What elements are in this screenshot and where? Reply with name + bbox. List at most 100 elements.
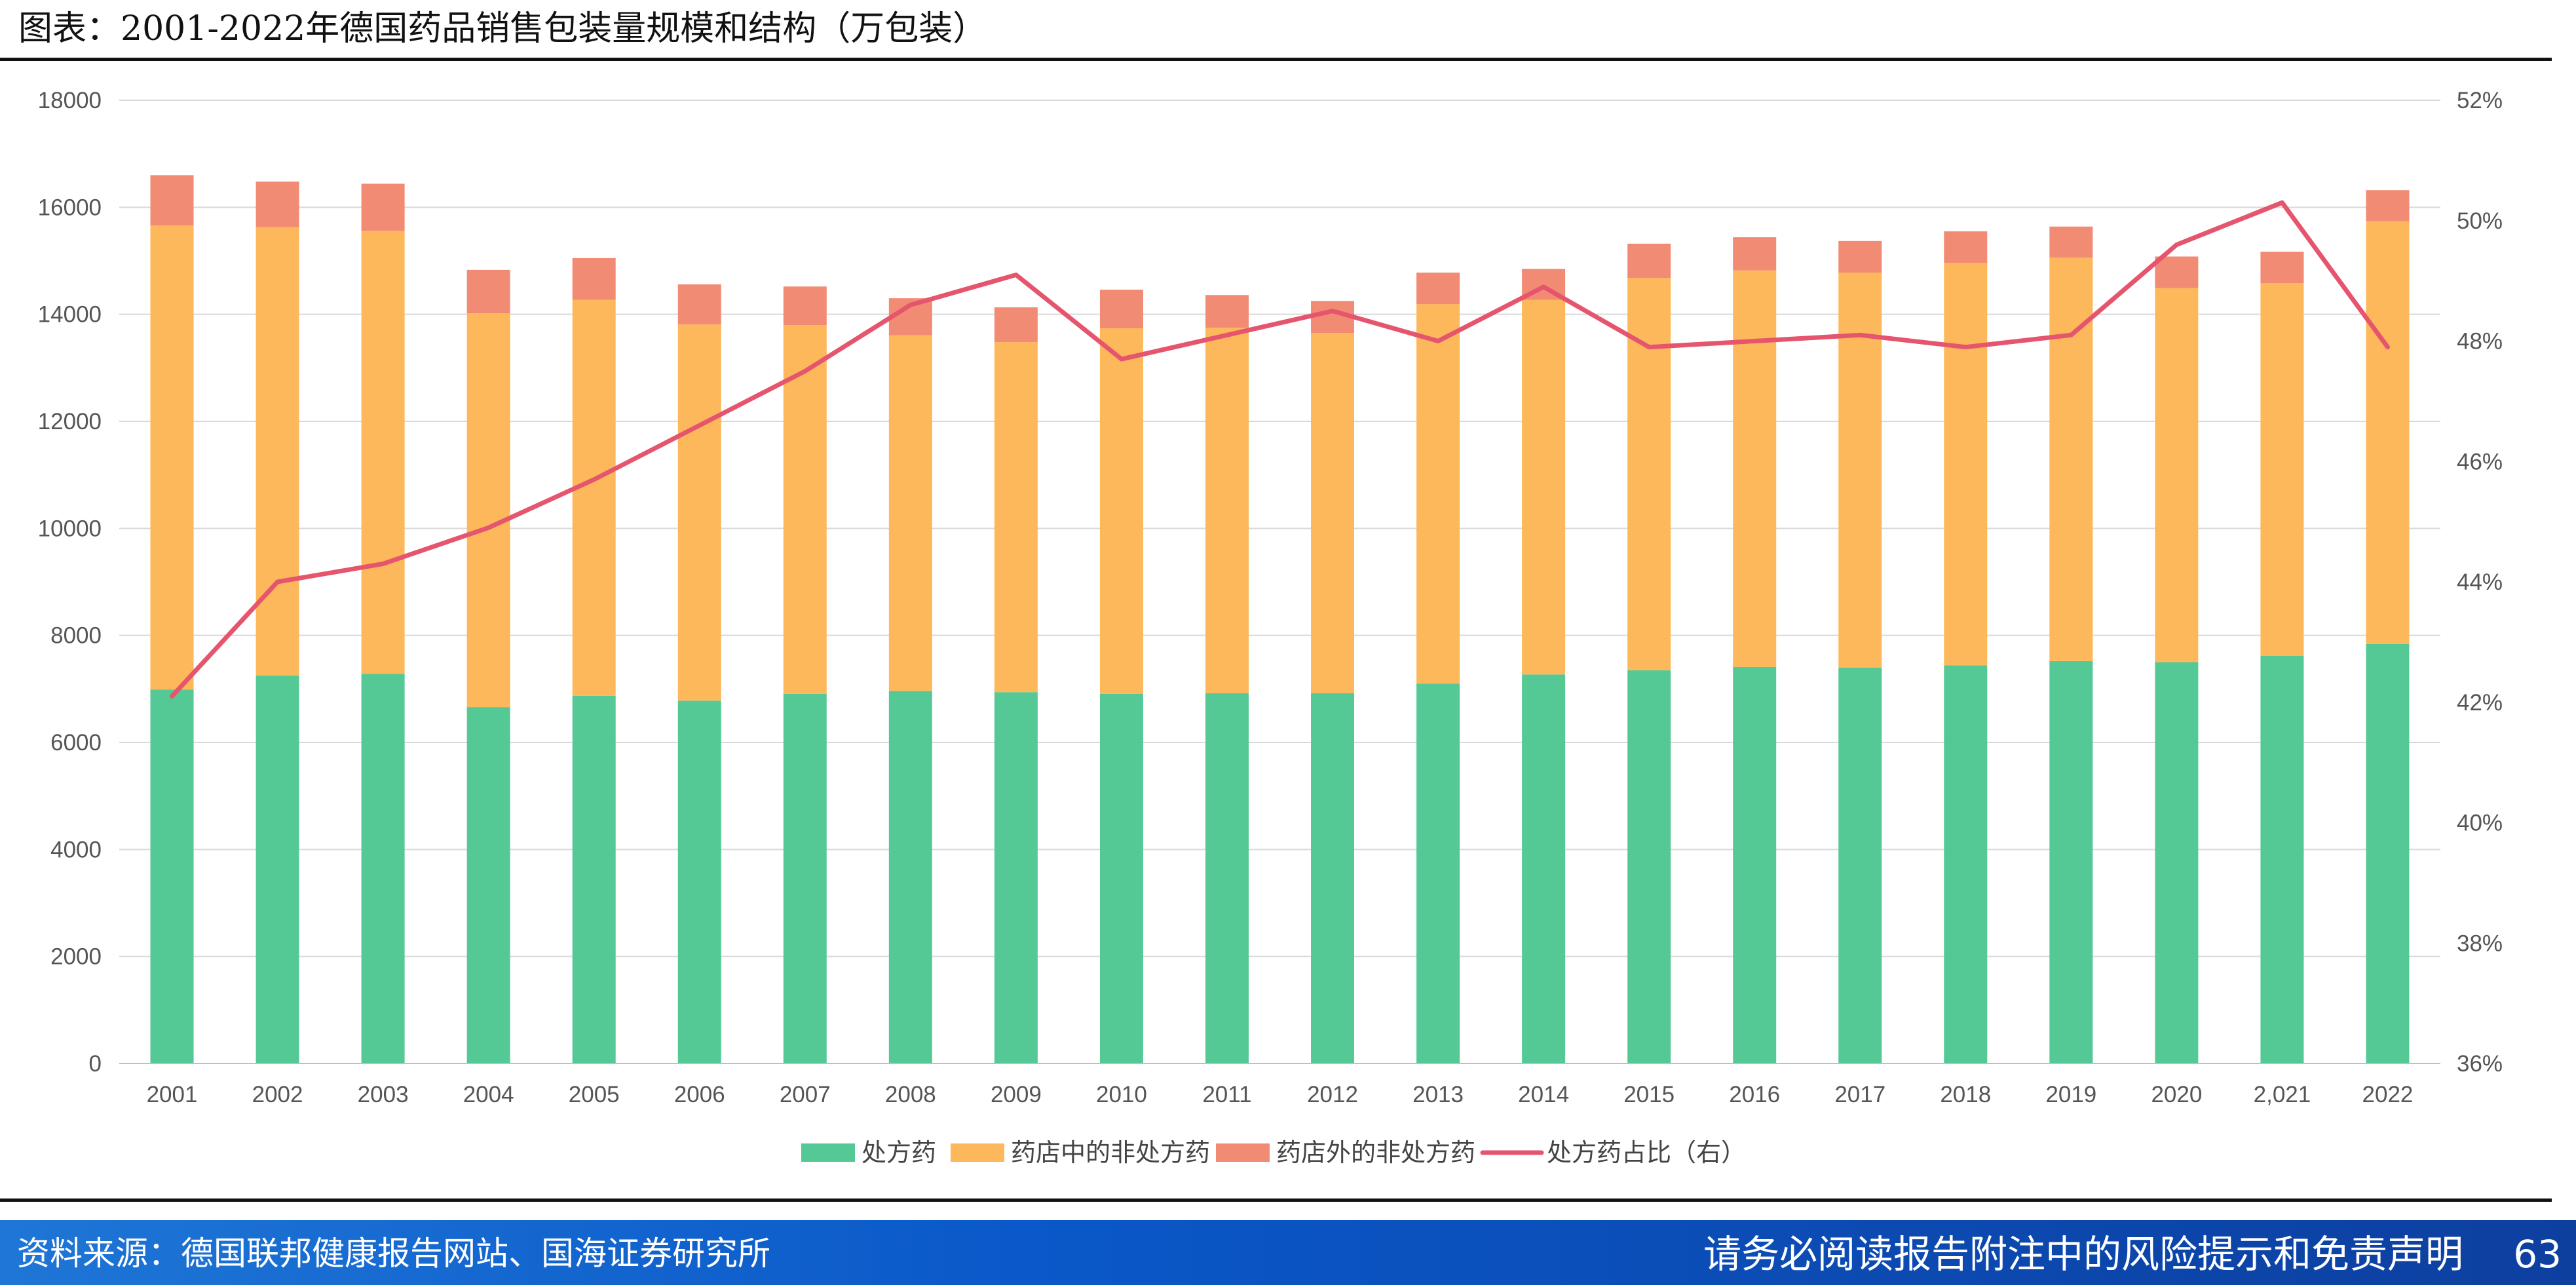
bar-segment [1522,674,1566,1064]
bar-segment [1311,333,1355,693]
share-point [382,563,384,565]
share-point [1437,340,1439,342]
y-right-tick-label: 46% [2457,449,2503,474]
bar-segment [1205,328,1249,693]
x-tick-label: 2010 [1096,1082,1147,1107]
share-point [2281,202,2283,204]
bar-series [150,175,2410,1064]
x-tick-label: 2004 [463,1082,514,1107]
x-tick-label: 2016 [1729,1082,1780,1107]
bar-segment [2049,258,2093,661]
bar-segment [1099,290,1143,328]
y-right-tick-label: 48% [2457,329,2503,355]
page-number: 63 [2513,1232,2562,1276]
bar-segment [888,691,932,1064]
bar-segment [150,175,194,226]
bar-segment [994,342,1038,693]
bar-segment [1944,665,1988,1064]
bar-segment [2260,283,2304,656]
footer-bar: 资料来源：德国联邦健康报告网站、国海证券研究所 请务必阅读报告附注中的风险提示和… [0,1220,2576,1285]
x-tick-label: 2017 [1834,1082,1885,1107]
y-left-tick-label: 0 [89,1051,102,1077]
bar-segment [783,325,827,694]
share-point [804,370,806,372]
title-bar: 图表：2001-2022年德国药品销售包装量规模和结构（万包装） [0,0,2576,59]
bar-segment [361,231,405,674]
x-axis: 2001 2002 2003 2004 2005 2006 2007 2008 2009 2010… [147,1082,2414,1107]
share-point [487,527,489,529]
x-tick-label: 2014 [1518,1082,1569,1107]
y-left-tick-label: 10000 [38,516,102,541]
x-tick-label: 2013 [1412,1082,1464,1107]
bar-segment [1416,304,1460,684]
bar-segment [1205,693,1249,1064]
bar-segment [2260,252,2304,284]
footer-divider [0,1199,2552,1202]
share-point [1120,358,1122,360]
bar-segment [1627,243,1671,278]
x-tick-label: 2001 [147,1082,198,1107]
bar-segment [1416,683,1460,1064]
legend-swatch [1216,1143,1270,1162]
y-left-tick-label: 18000 [38,88,102,113]
share-point [1332,310,1334,312]
bar-segment [572,695,616,1064]
bar-segment [677,324,721,701]
bar-segment [1627,670,1671,1064]
bar-segment [256,675,299,1064]
title-divider [0,58,2552,61]
bar-segment [572,299,616,696]
share-point [1648,346,1650,348]
x-tick-label: 2011 [1202,1082,1251,1107]
share-point [1965,346,1967,348]
x-tick-label: 2005 [569,1082,620,1107]
legend: 处方药 药店中的非处方药 药店外的非处方药 处方药占比（右） [801,1138,1746,1167]
bar-segment [1733,270,1777,667]
bar-segment [466,707,510,1064]
bar-segment [466,313,510,708]
bar-segment [2366,190,2410,221]
share-point [909,304,911,306]
bar-segment [256,182,299,227]
y-axis-left: 0 2000 4000 6000 8000 10000 12000 14000 16000 180… [38,88,102,1077]
share-point [1015,274,1017,276]
bar-segment [1733,237,1777,271]
chart: 0 2000 4000 6000 8000 10000 12000 14000 16000 180… [38,88,2503,1167]
bar-segment [677,284,721,325]
bar-segment [256,227,299,676]
x-tick-label: 2020 [2151,1082,2202,1107]
y-right-tick-label: 38% [2457,930,2503,956]
share-point [171,695,173,697]
y-left-tick-label: 12000 [38,409,102,434]
y-right-tick-label: 50% [2457,208,2503,234]
x-tick-label: 2008 [885,1082,936,1107]
chart-title: 图表：2001-2022年德国药品销售包装量规模和结构（万包装） [18,9,987,48]
bar-segment [2155,662,2199,1064]
share-point [1543,286,1545,288]
bar-segment [1838,272,1882,668]
y-right-tick-label: 44% [2457,569,2503,595]
x-tick-label: 2009 [991,1082,1042,1107]
y-left-tick-label: 4000 [50,837,102,862]
share-point [1754,340,1756,342]
bar-segment [783,693,827,1064]
share-point [698,425,700,427]
y-right-tick-label: 52% [2457,88,2503,113]
y-left-tick-label: 14000 [38,302,102,328]
bar-segment [2049,661,2093,1064]
bar-segment [994,307,1038,343]
y-right-tick-label: 40% [2457,811,2503,836]
y-left-tick-label: 8000 [50,623,102,649]
share-point [1859,334,1861,336]
y-right-tick-label: 36% [2457,1051,2503,1077]
bar-segment [2155,288,2199,662]
bar-segment [994,692,1038,1064]
y-axis-right: 36% 38% 40% 42% 44% 46% 48% 50% 52% [2457,88,2503,1077]
source-note: 资料来源：德国联邦健康报告网站、国海证券研究所 [17,1235,770,1273]
bar-segment [1205,295,1249,328]
y-left-tick-label: 2000 [50,944,102,970]
x-tick-label: 2007 [780,1082,831,1107]
share-point [2070,334,2072,336]
bar-segment [466,269,510,314]
share-line [170,200,2390,699]
